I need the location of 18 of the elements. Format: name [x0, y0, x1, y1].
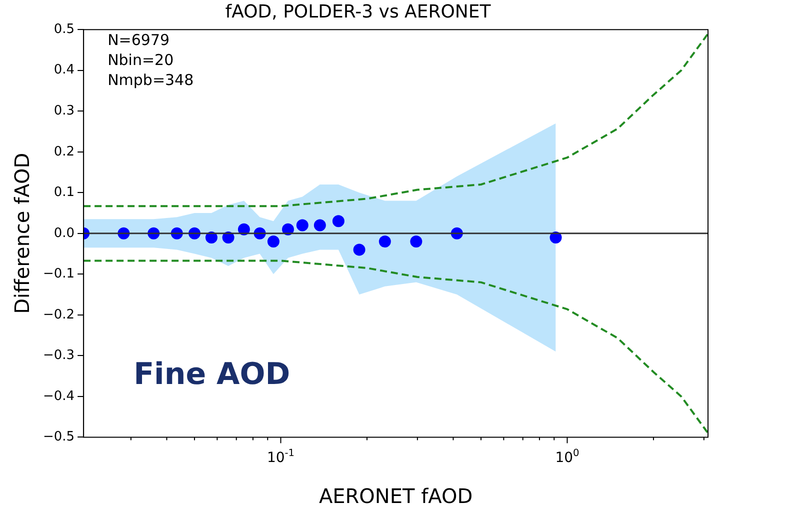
y-tick-label: 0.3 [54, 103, 75, 118]
x-axis-title: AERONET fAOD [318, 484, 473, 508]
y-tick-label: 0.0 [54, 226, 75, 241]
y-tick-label: −0.2 [42, 307, 75, 322]
chart-title: fAOD, POLDER-3 vs AERONET [225, 1, 492, 22]
y-tick-label: 0.1 [54, 185, 75, 200]
y-tick-label: 0.2 [54, 144, 75, 160]
annotation: Fine AOD [134, 356, 290, 392]
y-tick-label: −0.4 [42, 388, 75, 404]
annotation: N=6979 [108, 30, 170, 49]
y-tick-label: 0.4 [54, 62, 75, 78]
y-tick-label: 0.5 [54, 22, 75, 37]
y-tick-label: −0.5 [42, 430, 75, 445]
y-tick-label: −0.3 [42, 348, 75, 364]
annotation: Nbin=20 [108, 50, 174, 69]
y-axis-title: Difference fAOD [10, 152, 34, 314]
annotation: Nmpb=348 [108, 70, 194, 89]
y-tick-label: −0.1 [42, 266, 75, 282]
